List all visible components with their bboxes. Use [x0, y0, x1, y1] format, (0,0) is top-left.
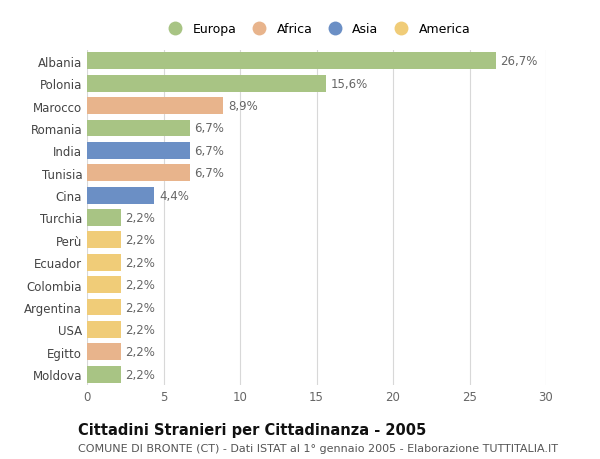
Bar [87, 53, 496, 70]
Bar [87, 321, 121, 338]
Text: 2,2%: 2,2% [125, 279, 155, 291]
Bar [87, 232, 121, 249]
Text: 2,2%: 2,2% [125, 346, 155, 358]
Text: Cittadini Stranieri per Cittadinanza - 2005: Cittadini Stranieri per Cittadinanza - 2… [78, 422, 426, 437]
Bar [87, 120, 190, 137]
Bar [87, 187, 154, 204]
Text: 6,7%: 6,7% [194, 167, 224, 180]
Text: 6,7%: 6,7% [194, 122, 224, 135]
Text: 8,9%: 8,9% [228, 100, 257, 113]
Bar [87, 366, 121, 383]
Bar [87, 76, 326, 92]
Text: 2,2%: 2,2% [125, 234, 155, 247]
Bar [87, 254, 121, 271]
Bar [87, 299, 121, 316]
Legend: Europa, Africa, Asia, America: Europa, Africa, Asia, America [163, 23, 470, 36]
Bar [87, 165, 190, 182]
Text: 26,7%: 26,7% [500, 55, 538, 68]
Bar [87, 277, 121, 293]
Text: 2,2%: 2,2% [125, 368, 155, 381]
Text: 6,7%: 6,7% [194, 145, 224, 157]
Bar [87, 98, 223, 115]
Text: COMUNE DI BRONTE (CT) - Dati ISTAT al 1° gennaio 2005 - Elaborazione TUTTITALIA.: COMUNE DI BRONTE (CT) - Dati ISTAT al 1°… [78, 443, 558, 453]
Text: 15,6%: 15,6% [330, 78, 368, 90]
Bar [87, 143, 190, 159]
Text: 2,2%: 2,2% [125, 212, 155, 224]
Text: 2,2%: 2,2% [125, 323, 155, 336]
Text: 4,4%: 4,4% [159, 189, 189, 202]
Bar [87, 210, 121, 226]
Text: 2,2%: 2,2% [125, 301, 155, 314]
Text: 2,2%: 2,2% [125, 256, 155, 269]
Bar [87, 344, 121, 360]
